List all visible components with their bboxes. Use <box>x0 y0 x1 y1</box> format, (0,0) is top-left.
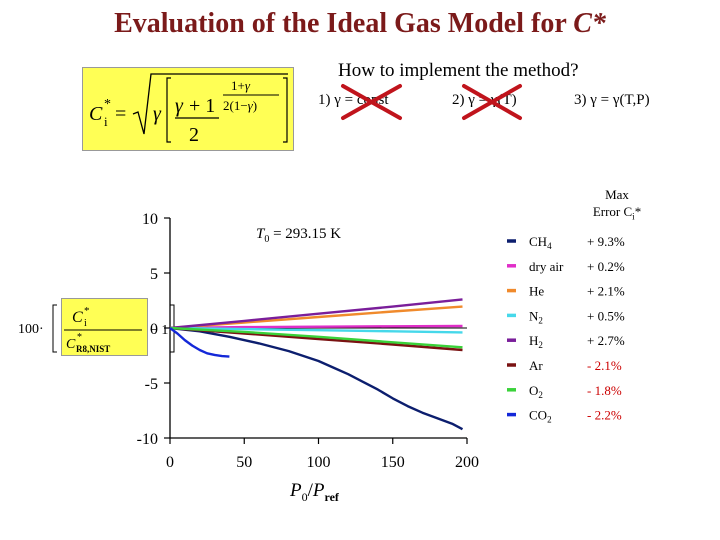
legend-error: + 0.2% <box>587 259 625 274</box>
svg-text:R8,NIST: R8,NIST <box>76 344 110 354</box>
svg-text:C: C <box>66 337 76 352</box>
legend-error: - 1.8% <box>587 383 622 398</box>
formula-box: C i * = γ γ + 1 2 1+γ 2(1−γ) <box>82 67 294 151</box>
legend-header-line1: Max <box>605 187 629 202</box>
svg-text:2: 2 <box>189 124 199 146</box>
svg-text:i: i <box>104 114 108 129</box>
svg-text:C: C <box>72 309 83 326</box>
cross-method-1-b <box>341 84 402 120</box>
svg-text:*: * <box>77 332 82 343</box>
legend-header-sub: i <box>632 211 635 222</box>
series-line-h2 <box>169 298 463 330</box>
y-tick-label: -10 <box>137 431 158 448</box>
y-tick-label: 5 <box>150 266 158 283</box>
chart-annotation: T0 = 293.15 K <box>256 226 342 245</box>
svg-text:2(1−γ): 2(1−γ) <box>223 98 257 113</box>
svg-text:=: = <box>115 103 126 125</box>
legend-label: CO2 <box>529 408 552 425</box>
svg-text:i: i <box>84 318 87 329</box>
legend-error: + 2.1% <box>587 284 625 299</box>
series-line-o2 <box>169 326 463 349</box>
ylabel-formula-box <box>61 298 148 356</box>
page-title: Evaluation of the Ideal Gas Model for C* <box>0 8 720 40</box>
title-symbol: C* <box>573 8 606 39</box>
legend-label: CH4 <box>529 234 552 251</box>
legend-label: H2 <box>529 333 543 350</box>
legend-error: - 2.1% <box>587 358 622 373</box>
annotation-base: T <box>256 226 265 242</box>
x-tick-label: 100 <box>307 454 331 471</box>
legend-error: + 9.3% <box>587 234 625 249</box>
svg-text:γ: γ <box>153 103 162 125</box>
legend-error: - 2.2% <box>587 408 622 423</box>
series-line-ch4 <box>169 326 464 431</box>
legend-label: dry air <box>529 259 564 274</box>
subtitle: How to implement the method? <box>338 60 579 81</box>
legend-label: N2 <box>529 308 543 325</box>
x-tick-label: 50 <box>236 454 252 471</box>
legend-header-line2: Error C <box>592 204 633 219</box>
annotation-rest: = 293.15 K <box>269 226 342 242</box>
annotation-sub: 0 <box>264 234 270 245</box>
svg-text:γ: γ <box>175 95 184 117</box>
svg-text:− 1: − 1 <box>150 323 168 338</box>
series-line-dry-air <box>169 324 463 330</box>
x-tick-label: 0 <box>166 454 174 471</box>
y-tick-label: 10 <box>142 211 158 228</box>
legend-header-sup: * <box>634 204 642 219</box>
series-line-n2 <box>169 326 463 334</box>
title-text: Evaluation of the Ideal Gas Model for <box>114 8 574 39</box>
legend-error: + 2.7% <box>587 333 625 348</box>
formula-c-star: C i * = γ γ + 1 2 1+γ 2(1−γ) <box>89 73 288 146</box>
svg-text:1+γ: 1+γ <box>231 78 251 93</box>
legend-error: + 0.5% <box>587 308 625 323</box>
svg-text:*: * <box>84 305 90 317</box>
legend-label: He <box>529 284 544 299</box>
cross-method-2-b <box>462 84 522 120</box>
svg-text:*: * <box>104 97 111 112</box>
x-tick-label: 200 <box>455 454 479 471</box>
legend-header: Max Error Ci* <box>572 186 662 226</box>
x-axis-label: P0/Pref <box>290 480 339 504</box>
svg-text:+ 1: + 1 <box>189 95 215 117</box>
method-3: 3) γ = γ(T,P) <box>574 92 650 108</box>
y-tick-label: 0 <box>150 321 158 338</box>
y-tick-label: -5 <box>145 376 158 393</box>
x-tick-label: 150 <box>381 454 405 471</box>
svg-text:100·: 100· <box>18 322 44 337</box>
legend-label: O2 <box>529 383 543 400</box>
legend-label: Ar <box>529 358 543 373</box>
series-line-co2 <box>169 327 230 358</box>
svg-text:C: C <box>89 103 103 125</box>
